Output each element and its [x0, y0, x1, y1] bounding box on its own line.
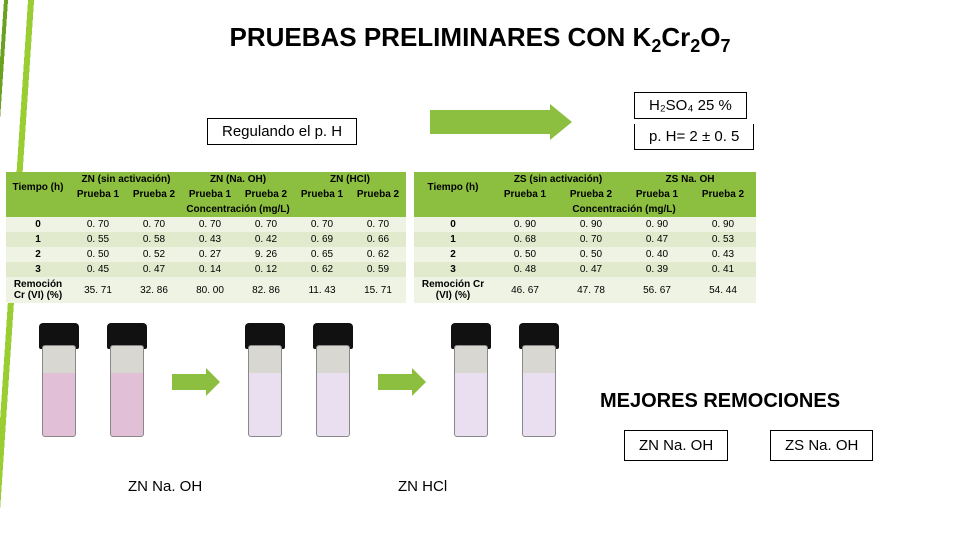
main-arrow-head [550, 104, 572, 140]
vials-row [36, 312, 636, 452]
th-s4: Prueba 1 [294, 187, 350, 202]
ph-box: p. H= 2 ± 0. 5 [634, 124, 754, 150]
title-cr: Cr [661, 22, 690, 52]
table-row: 30. 450. 470. 140. 120. 620. 59 [6, 262, 406, 277]
title-o: O [700, 22, 720, 52]
table-row: 00. 700. 700. 700. 700. 700. 70 [6, 217, 406, 232]
title-sub-2a: 2 [651, 36, 661, 56]
vial-3 [242, 323, 288, 441]
caption-1: ZN Na. OH [128, 478, 202, 495]
table-zs: Tiempo (h) ZS (sin activación) ZS Na. OH… [414, 172, 756, 303]
table-row: 10. 680. 700. 470. 53 [414, 232, 756, 247]
th-conc-spacer [6, 202, 70, 217]
vial-1 [36, 323, 82, 441]
title-sub-7: 7 [720, 36, 730, 56]
vial-6 [516, 323, 562, 441]
th-rs0: Prueba 1 [492, 187, 558, 202]
table-row: 10. 550. 580. 430. 420. 690. 66 [6, 232, 406, 247]
th-time-r: Tiempo (h) [414, 172, 492, 202]
th-conc: Concentración (mg/L) [70, 202, 406, 217]
th-g0: ZN (sin activación) [70, 172, 182, 187]
title-sub-2b: 2 [690, 36, 700, 56]
main-arrow-body [430, 110, 550, 134]
table-row-rem: Remoción Cr (VI) (%)46. 6747. 7856. 6754… [414, 277, 756, 303]
h2so4-box: H₂SO₄ 25 % [634, 92, 747, 119]
th-conc-spacer-r [414, 202, 492, 217]
mejores-title: MEJORES REMOCIONES [600, 390, 840, 413]
th-conc-r: Concentración (mg/L) [492, 202, 756, 217]
table-row: 30. 480. 470. 390. 41 [414, 262, 756, 277]
best-box-1: ZN Na. OH [624, 430, 728, 461]
th-rs2: Prueba 1 [624, 187, 690, 202]
title-text: PRUEBAS PRELIMINARES CON K [229, 22, 651, 52]
th-rs1: Prueba 2 [558, 187, 624, 202]
best-box-2: ZS Na. OH [770, 430, 873, 461]
th-g1: ZN (Na. OH) [182, 172, 294, 187]
table-row: 20. 500. 500. 400. 43 [414, 247, 756, 262]
th-g2: ZN (HCl) [294, 172, 406, 187]
vial-5 [448, 323, 494, 441]
table-row: 00. 900. 900. 900. 90 [414, 217, 756, 232]
table-row: 20. 500. 520. 279. 260. 650. 62 [6, 247, 406, 262]
table-row-rem: Remoción Cr (VI) (%)35. 7132. 8680. 0082… [6, 277, 406, 303]
caption-2: ZN HCl [398, 478, 447, 495]
th-rs3: Prueba 2 [690, 187, 756, 202]
th-time: Tiempo (h) [6, 172, 70, 202]
th-s1: Prueba 2 [126, 187, 182, 202]
th-s3: Prueba 2 [238, 187, 294, 202]
regulando-box: Regulando el p. H [207, 118, 357, 145]
th-s2: Prueba 1 [182, 187, 238, 202]
mini-arrow-1 [172, 372, 220, 392]
slide-title: PRUEBAS PRELIMINARES CON K2Cr2O7 [0, 22, 960, 57]
vial-2 [104, 323, 150, 441]
mini-arrow-2 [378, 372, 426, 392]
table-zn: Tiempo (h) ZN (sin activación) ZN (Na. O… [6, 172, 406, 303]
vial-4 [310, 323, 356, 441]
tables-row: Tiempo (h) ZN (sin activación) ZN (Na. O… [6, 172, 954, 303]
th-rg0: ZS (sin activación) [492, 172, 624, 187]
th-rg1: ZS Na. OH [624, 172, 756, 187]
th-s0: Prueba 1 [70, 187, 126, 202]
th-s5: Prueba 2 [350, 187, 406, 202]
